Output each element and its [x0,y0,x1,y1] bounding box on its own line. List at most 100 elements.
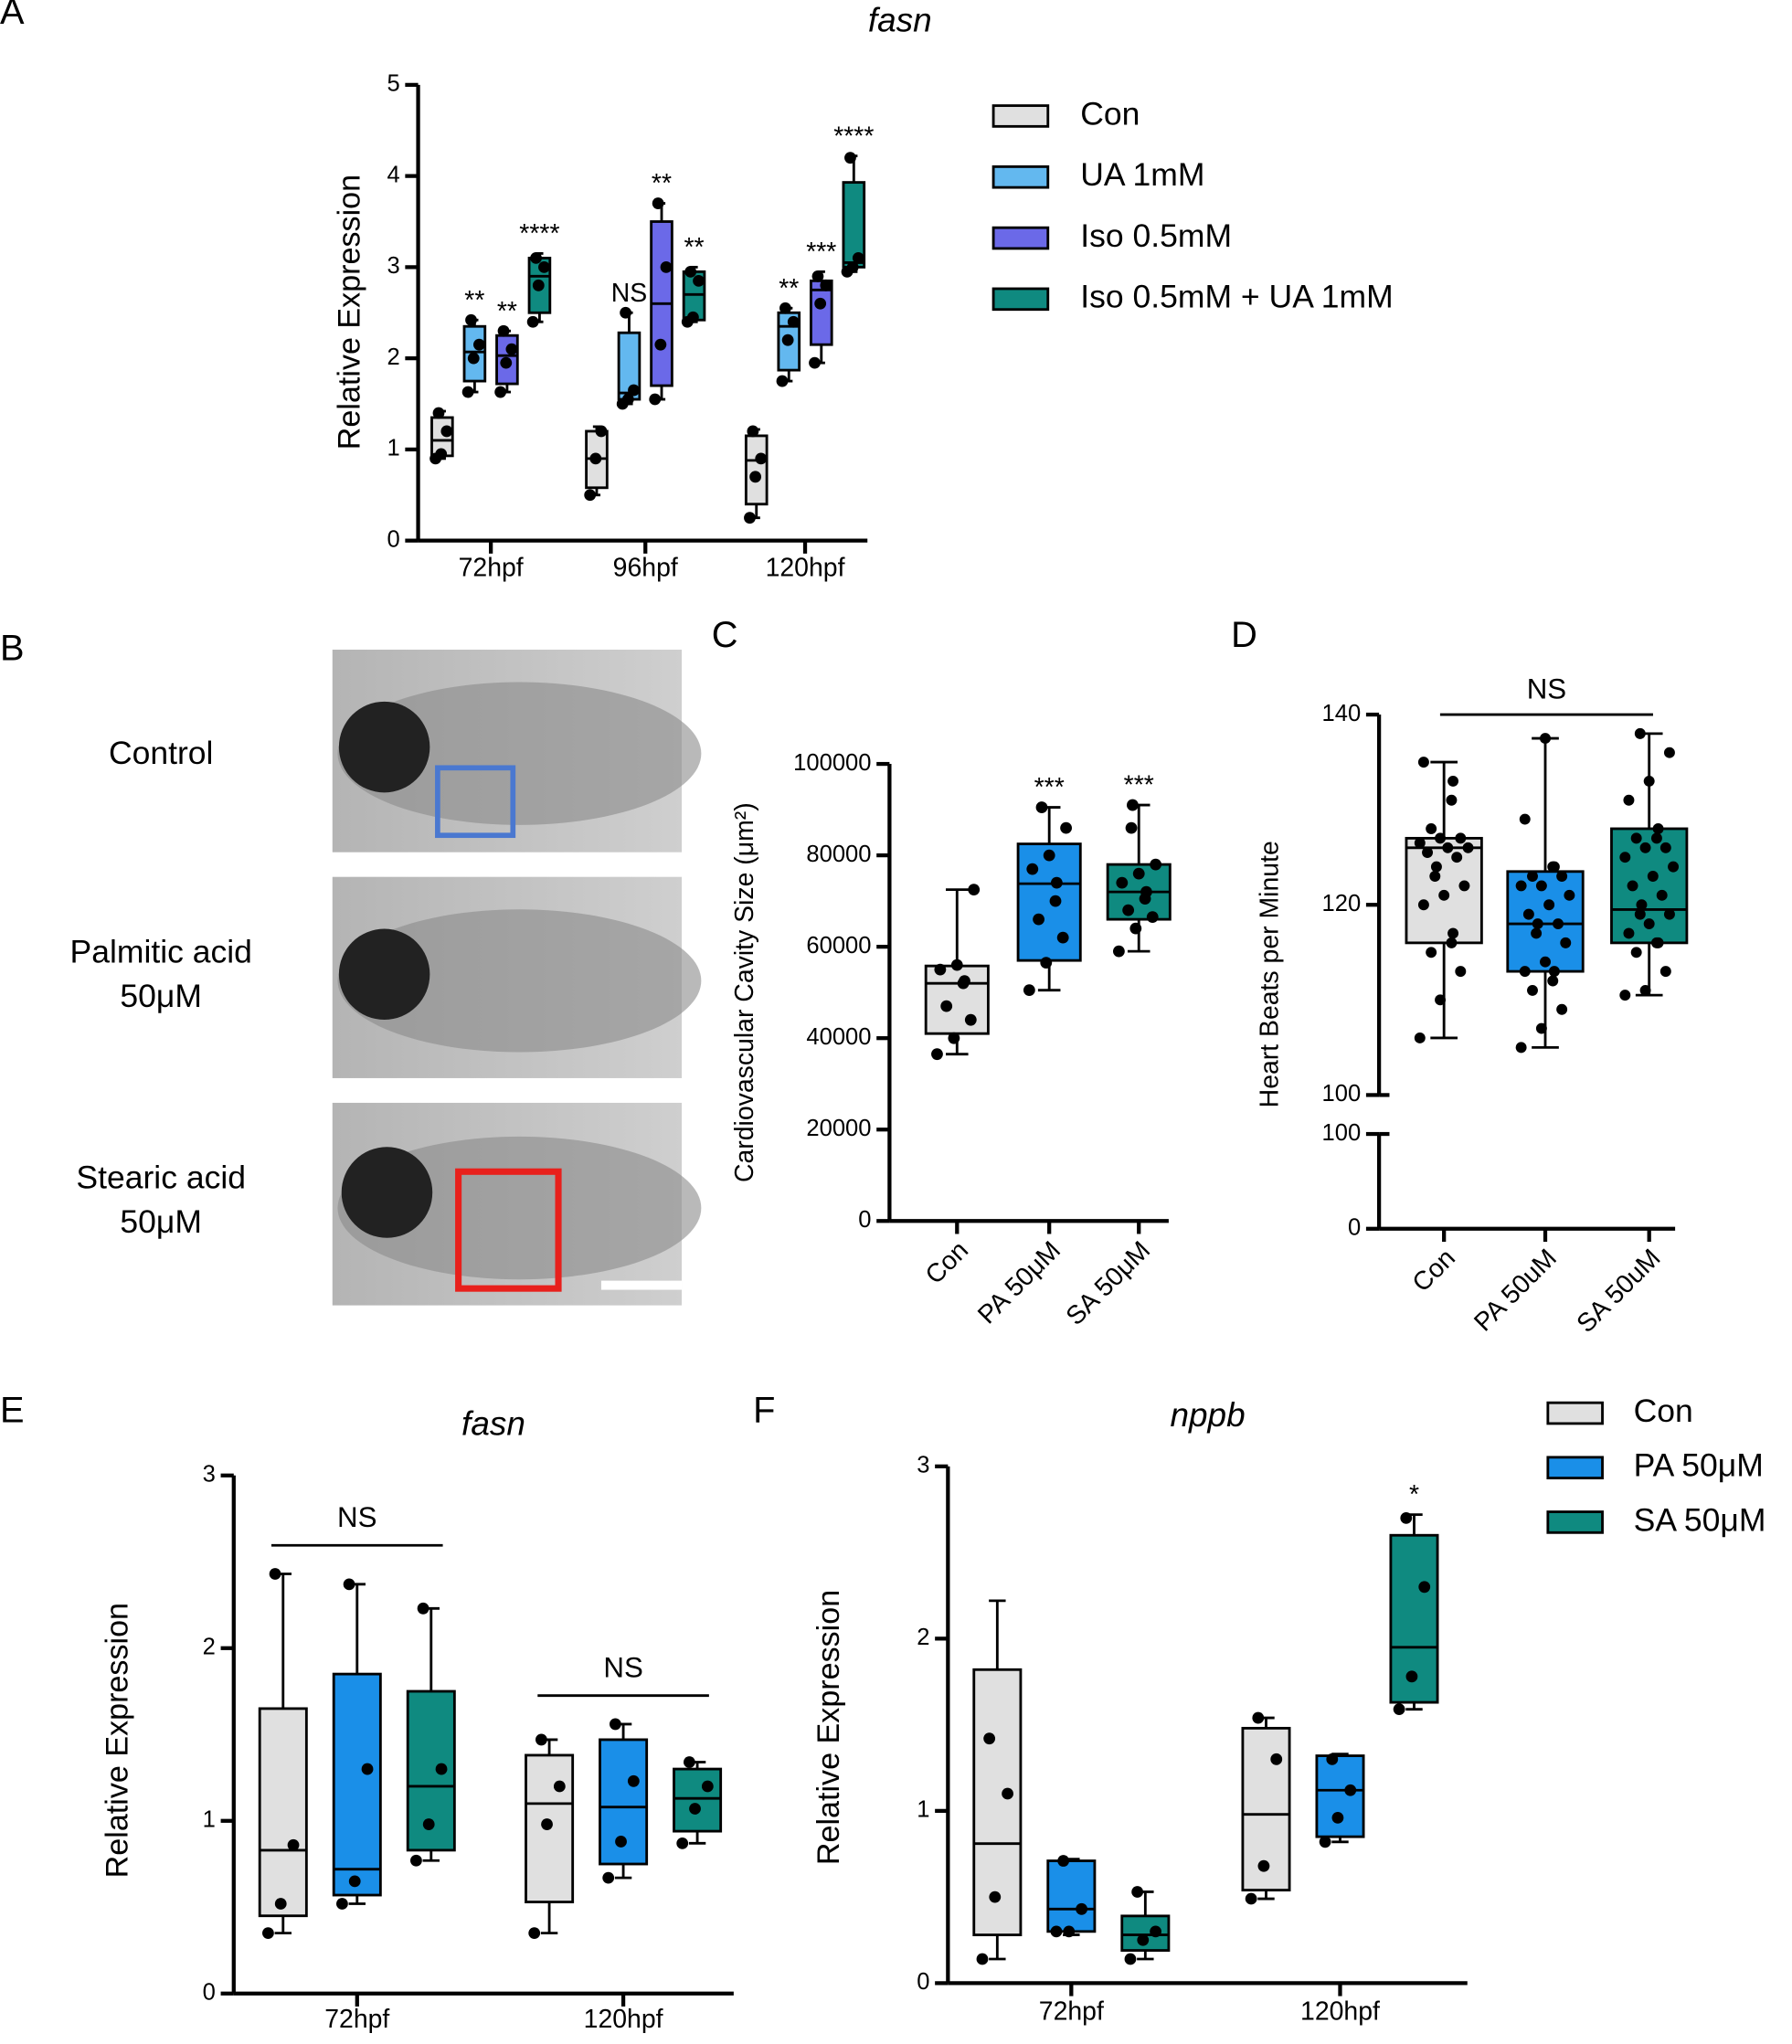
chart-panel: C Cardiovascular Cavity Size (μm²) 0 20000 4… [712,615,1172,1331]
data-point [1639,984,1651,996]
data-point [410,1854,422,1867]
data-point [1442,842,1454,853]
data-point [676,1837,689,1849]
data-point [1553,918,1564,930]
y-tick-label: 0 [858,1207,871,1233]
data-point [422,1818,435,1830]
data-point [1422,847,1434,858]
bracket-label: NS [603,1651,642,1683]
data-point [649,393,662,406]
data-point [1668,861,1680,873]
data-point [1515,880,1527,892]
legend-label: PA 50μM [1634,1447,1764,1484]
data-point [1650,832,1662,844]
data-point [1319,1836,1331,1848]
data-point [1252,1711,1265,1724]
legend-swatch [1546,1510,1604,1534]
significance-label: ** [497,297,517,326]
larva-eye [338,928,430,1020]
y-tick-label: 5 [387,71,399,97]
data-point [472,338,485,351]
data-point [461,386,474,398]
data-point [755,452,768,465]
data-point [787,315,800,328]
bracket-label: NS [337,1501,376,1533]
data-point [1652,937,1664,948]
data-point [274,1898,287,1910]
data-point [684,265,697,278]
data-point [1446,794,1458,806]
data-point [435,448,448,461]
data-point [811,270,824,282]
data-point [1447,775,1459,787]
data-point [781,334,794,346]
data-point [1137,1933,1150,1946]
data-point [940,1000,953,1012]
data-point [1417,899,1429,911]
legend-swatch [991,164,1050,189]
data-point [749,471,761,483]
legend-swatch [991,226,1050,250]
data-point [1129,922,1142,935]
data-point [779,302,791,314]
data-point [654,338,667,351]
data-point [1535,880,1547,892]
data-point [440,425,453,438]
data-point [968,884,981,896]
data-point [361,1763,374,1775]
y-tick-label: 2 [203,1635,216,1660]
data-point [1535,1022,1547,1034]
significance-label: *** [1124,771,1154,800]
data-point [1056,931,1069,944]
x-tick-label: 120hpf [766,553,845,582]
chart-title: fasn [461,1405,525,1443]
box [1120,1914,1171,1952]
data-point [931,1048,943,1061]
data-point [1547,975,1559,987]
x-tick-label: SA 50uM [1571,1244,1666,1339]
y-axis-label: Heart Beats per Minute [1255,841,1284,1107]
x-tick-label: 120hpf [1300,1997,1380,2027]
panel-label: E [0,1391,25,1431]
y-tick-label: 3 [917,1453,929,1478]
box [673,1767,723,1833]
data-point [1455,966,1467,978]
data-point [538,260,550,273]
legend-label: SA 50μM [1634,1501,1766,1538]
x-tick-label: PA 50uM [1469,1244,1563,1338]
y-axis-label: Cardiovascular Cavity Size (μm²) [730,802,759,1182]
data-point [553,1780,566,1793]
data-point [1035,801,1048,813]
data-point [1426,947,1437,958]
data-point [343,1578,355,1591]
data-point [262,1927,274,1940]
y-axis-label: Relative Expression [333,175,367,450]
data-point [934,963,947,976]
y-tick-label: 40000 [806,1024,871,1050]
data-point [1522,908,1534,920]
data-point [983,1732,996,1745]
data-point [532,279,545,291]
data-point [628,384,640,397]
bracket-label: NS [1527,673,1566,705]
data-point [1043,849,1055,862]
y-tick-label: 100 [1322,1120,1362,1146]
data-point [1049,895,1062,907]
data-point [1634,908,1646,920]
y-tick-label: 60000 [806,933,871,958]
data-point [497,324,510,337]
x-tick-label: 96hpf [613,553,678,582]
data-point [814,297,827,310]
data-point [844,152,856,164]
data-point [1150,858,1162,871]
data-point [1519,966,1531,978]
y-tick-label: 2 [387,344,399,370]
data-point [627,1774,640,1787]
box [1046,1859,1097,1933]
image-row [332,876,702,1078]
data-point [1331,1812,1344,1824]
data-point [1033,913,1044,926]
data-point [959,975,970,988]
